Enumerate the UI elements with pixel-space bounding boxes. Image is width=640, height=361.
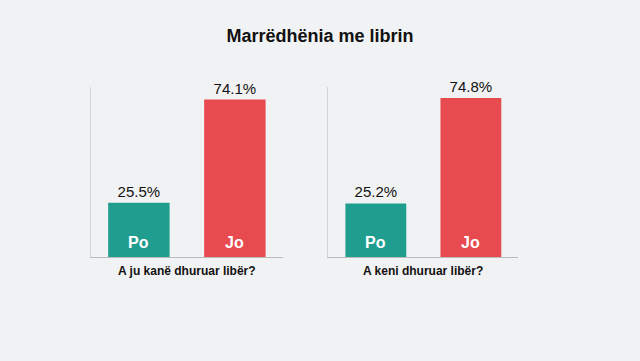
svg-text:Po: Po (365, 234, 386, 251)
svg-text:25.5%: 25.5% (118, 183, 161, 200)
svg-text:Jo: Jo (225, 234, 244, 251)
svg-text:A keni dhuruar libër?: A keni dhuruar libër? (363, 264, 483, 278)
svg-text:Jo: Jo (461, 234, 480, 251)
svg-text:25.2%: 25.2% (355, 183, 398, 200)
svg-text:A ju kanë dhuruar libër?: A ju kanë dhuruar libër? (118, 264, 256, 278)
svg-text:74.8%: 74.8% (450, 78, 493, 95)
svg-text:Marrëdhënia me librin: Marrëdhënia me librin (226, 26, 413, 46)
svg-text:Po: Po (128, 234, 149, 251)
svg-text:74.1%: 74.1% (214, 80, 257, 97)
